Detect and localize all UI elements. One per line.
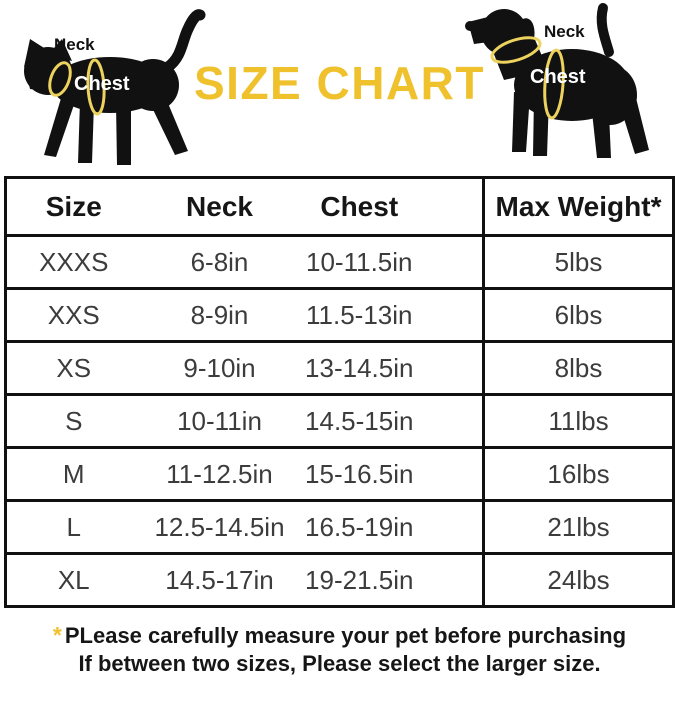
size-cell: S: [5, 393, 141, 448]
footnote-text-1: PLease carefully measure your pet before…: [64, 623, 627, 648]
neck-cell: 6-8in: [140, 234, 299, 289]
size-cell: XXXS: [5, 234, 141, 289]
dog-diagram: Neck Chest: [452, 0, 672, 172]
chest-cell: 19-21.5in: [298, 552, 484, 607]
max-weight-cell: 8lbs: [482, 340, 674, 395]
chest-cell: 16.5-19in: [298, 499, 484, 554]
cat-silhouette-icon: [24, 9, 206, 165]
size-cell: XXS: [5, 287, 141, 342]
max-weight-cell: 6lbs: [482, 287, 674, 342]
chest-cell: 11.5-13in: [298, 287, 484, 342]
footnote: * PLease carefully measure your pet befor…: [0, 621, 679, 678]
chest-cell: 13-14.5in: [298, 340, 484, 395]
table-row: XL 14.5-17in 19-21.5in 24lbs: [5, 552, 674, 607]
col-header-max-weight: Max Weight*: [482, 177, 674, 236]
chest-cell: 10-11.5in: [298, 234, 484, 289]
table-row: XXS 8-9in 11.5-13in 6lbs: [5, 287, 674, 342]
max-weight-cell: 11lbs: [482, 393, 674, 448]
table-row: S 10-11in 14.5-15in 11lbs: [5, 393, 674, 448]
neck-cell: 9-10in: [140, 340, 299, 395]
table-row: XXXS 6-8in 10-11.5in 5lbs: [5, 234, 674, 289]
table-row: L 12.5-14.5in 16.5-19in 21lbs: [5, 499, 674, 554]
neck-cell: 8-9in: [140, 287, 299, 342]
dog-harness-loops-icon: [490, 36, 565, 120]
dog-silhouette-icon: [465, 3, 649, 158]
cat-chest-label: Chest: [74, 73, 130, 95]
cat-harness-loops-icon: [48, 58, 106, 116]
table-row: XS 9-10in 13-14.5in 8lbs: [5, 340, 674, 395]
footnote-line-2: If between two sizes, Please select the …: [78, 651, 601, 676]
size-cell: L: [5, 499, 141, 554]
hero-section: Neck Chest SIZE CHART: [0, 0, 679, 174]
dog-neck-label: Neck: [544, 22, 585, 41]
size-cell: M: [5, 446, 141, 501]
footnote-line-1: * PLease carefully measure your pet befor…: [0, 621, 679, 650]
asterisk: *: [52, 622, 62, 648]
chest-cell: 15-16.5in: [298, 446, 484, 501]
neck-cell: 11-12.5in: [140, 446, 299, 501]
size-table: Size Neck Chest Max Weight* XXXS 6-8in 1…: [4, 176, 675, 608]
dog-chest-label: Chest: [530, 66, 586, 88]
cat-neck-label: Neck: [54, 35, 95, 54]
table-row: M 11-12.5in 15-16.5in 16lbs: [5, 446, 674, 501]
neck-cell: 14.5-17in: [140, 552, 299, 607]
cat-diagram: Neck Chest: [10, 5, 220, 170]
max-weight-cell: 24lbs: [482, 552, 674, 607]
table-header-row: Size Neck Chest Max Weight*: [6, 177, 674, 236]
neck-cell: 10-11in: [140, 393, 299, 448]
size-cell: XS: [5, 340, 141, 395]
chest-cell: 14.5-15in: [298, 393, 484, 448]
page-title: SIZE CHART: [194, 57, 485, 109]
col-header-size: Size: [45, 190, 102, 222]
col-header-chest: Chest: [320, 190, 399, 222]
max-weight-cell: 16lbs: [482, 446, 674, 501]
neck-cell: 12.5-14.5in: [140, 499, 299, 554]
max-weight-cell: 21lbs: [482, 499, 674, 554]
max-weight-cell: 5lbs: [482, 234, 674, 289]
size-cell: XL: [5, 552, 141, 607]
col-header-neck: Neck: [186, 190, 253, 222]
